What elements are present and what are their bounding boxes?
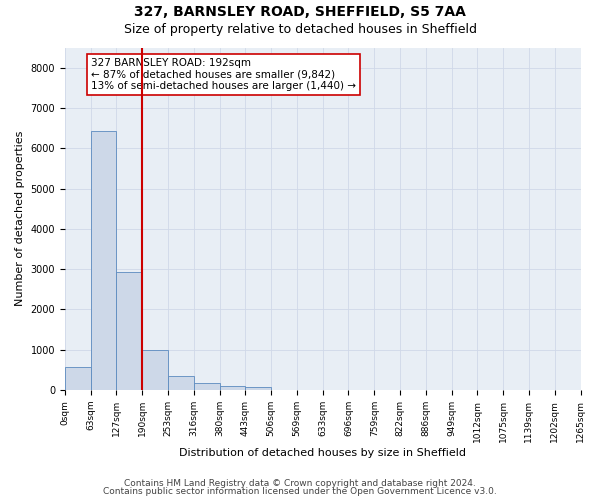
X-axis label: Distribution of detached houses by size in Sheffield: Distribution of detached houses by size … xyxy=(179,448,466,458)
Bar xyxy=(220,386,245,390)
Bar xyxy=(116,272,142,390)
Text: Size of property relative to detached houses in Sheffield: Size of property relative to detached ho… xyxy=(124,22,476,36)
Bar xyxy=(142,350,168,390)
Text: 327 BARNSLEY ROAD: 192sqm
← 87% of detached houses are smaller (9,842)
13% of se: 327 BARNSLEY ROAD: 192sqm ← 87% of detac… xyxy=(91,58,356,91)
Text: Contains public sector information licensed under the Open Government Licence v3: Contains public sector information licen… xyxy=(103,487,497,496)
Bar xyxy=(245,387,271,390)
Y-axis label: Number of detached properties: Number of detached properties xyxy=(15,131,25,306)
Bar xyxy=(168,376,194,390)
Bar xyxy=(194,384,220,390)
Text: Contains HM Land Registry data © Crown copyright and database right 2024.: Contains HM Land Registry data © Crown c… xyxy=(124,478,476,488)
Bar xyxy=(65,367,91,390)
Bar xyxy=(91,131,116,390)
Text: 327, BARNSLEY ROAD, SHEFFIELD, S5 7AA: 327, BARNSLEY ROAD, SHEFFIELD, S5 7AA xyxy=(134,5,466,19)
